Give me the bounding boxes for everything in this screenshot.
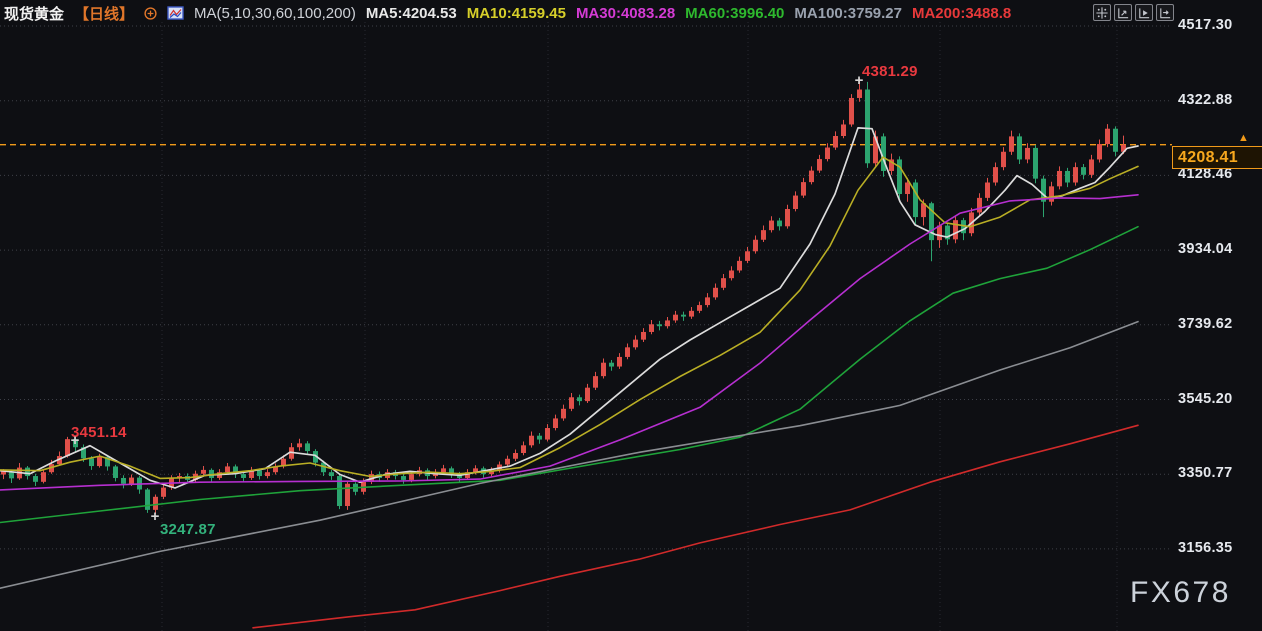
ma10-value: MA10:4159.45 (466, 4, 566, 22)
axis-label: 4128.46 (1178, 166, 1233, 183)
price-annotation: 3247.87 (160, 521, 216, 538)
watermark: FX678 (1130, 576, 1231, 609)
axis-label: 3934.04 (1178, 241, 1233, 258)
expand-circle-icon[interactable] (144, 6, 157, 20)
extreme-plus-marker: + (70, 431, 80, 449)
chart-header: 现货黄金 【日线】 MA(5,10,30,60,100,200) MA5:420… (4, 2, 1011, 24)
ma-settings-label: MA(5,10,30,60,100,200) (194, 4, 356, 22)
axis-label: 4517.30 (1178, 17, 1233, 33)
axis-scale-right-button[interactable] (1156, 4, 1174, 21)
extreme-plus-marker: + (854, 71, 864, 89)
timeframe-label[interactable]: 【日线】 (74, 5, 135, 23)
chart-toolbar (1093, 4, 1174, 21)
axis-label: 4322.88 (1178, 91, 1233, 108)
ma5-value: MA5:4204.53 (365, 4, 457, 22)
ma30-value: MA30:4083.28 (575, 4, 676, 22)
instrument-title: 现货黄金 (4, 5, 65, 23)
axis-scale-left-button[interactable] (1114, 4, 1132, 21)
extreme-plus-marker: + (150, 507, 160, 525)
price-annotation: 4381.29 (862, 63, 918, 80)
indicator-thumbnail-icon[interactable] (167, 6, 184, 20)
axis-scale-auto-button[interactable] (1135, 4, 1153, 21)
ma200-value: MA200:3488.8 (911, 4, 1012, 22)
price-up-arrow-icon: ▲ (1238, 131, 1249, 144)
ma60-value: MA60:3996.40 (685, 4, 785, 22)
last-price-badge: 4208.41 (1172, 145, 1262, 169)
axis-label: 3545.20 (1178, 390, 1233, 407)
axis-label: 3739.62 (1178, 315, 1233, 332)
axis-label: 3350.77 (1178, 465, 1233, 482)
ma100-value: MA100:3759.27 (794, 4, 902, 22)
price-annotation: 3451.14 (71, 424, 127, 441)
axis-label: 3156.35 (1178, 539, 1233, 556)
pan-crosshair-button[interactable] (1093, 4, 1111, 21)
